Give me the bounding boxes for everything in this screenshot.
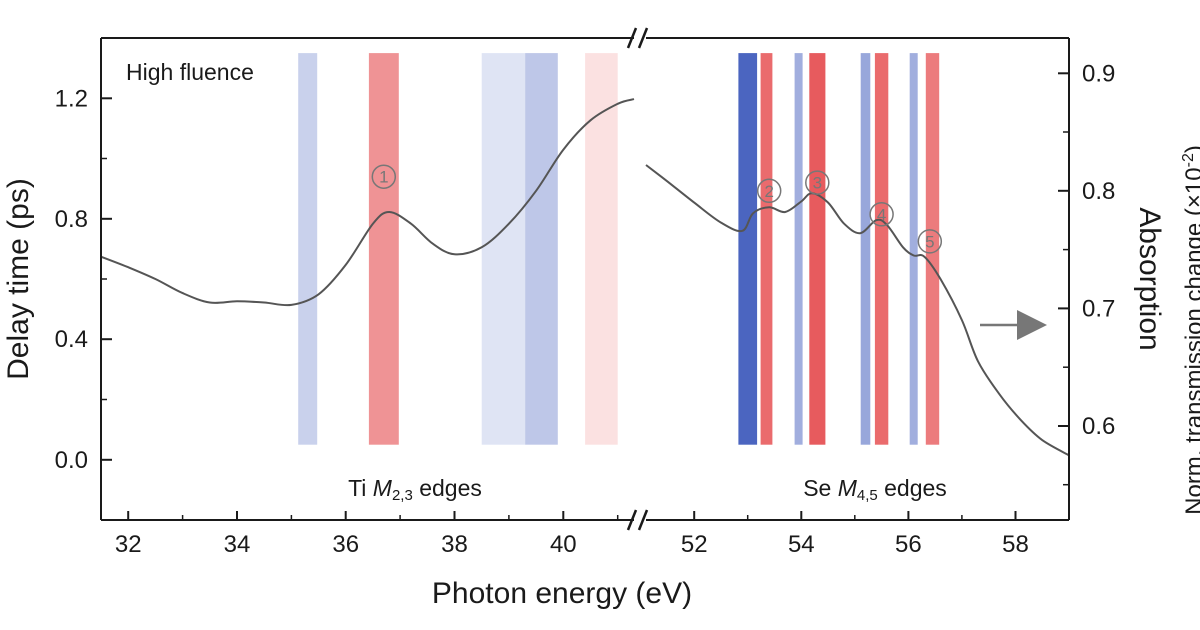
negative-stripe-ti-2	[481, 53, 526, 445]
negative-stripe-ti-0	[298, 53, 318, 445]
positive-stripe-se-3	[809, 53, 826, 445]
x-tick-label-52: 52	[681, 531, 708, 558]
peak-marker-label-3: 3	[813, 174, 822, 193]
peak-marker-2	[756, 178, 782, 204]
peak-marker-1	[371, 164, 397, 189]
axes-frame	[100, 37, 1070, 521]
y-axis-title: Delay time (ps)	[2, 178, 35, 380]
negative-stripe-se-4	[860, 53, 871, 445]
positive-stripe-se-7	[925, 53, 940, 445]
peak-marker-4	[869, 202, 894, 227]
negative-stripe-se-2	[794, 53, 803, 445]
se-absorption-curve	[645, 164, 1070, 457]
ti-absorption-curve	[100, 98, 635, 307]
peak-markers: 1 2 3 4 5	[371, 164, 943, 254]
axis-ticks: 32 34 36 38 40 52 54 56 580.00.40.81.20.60.70.80…	[55, 60, 1116, 558]
peak-marker-3	[805, 170, 830, 195]
panel-label: High fluence	[126, 59, 254, 85]
x-axis-title: Photon energy (eV)	[432, 577, 692, 610]
positive-stripe-ti-1	[368, 53, 399, 445]
y2-tick-label-0.6: 0.6	[1082, 413, 1115, 440]
x-tick-label-32: 32	[115, 531, 142, 558]
y-tick-label-0.8: 0.8	[55, 206, 88, 233]
ti-heatmap-stripes	[298, 53, 618, 445]
y-tick-label-0.0: 0.0	[55, 447, 88, 474]
positive-stripe-se-1	[760, 53, 773, 445]
se-edge-label: Se M4,5 edges	[803, 475, 947, 504]
x-tick-label-36: 36	[332, 531, 359, 558]
y2-tick-label-0.9: 0.9	[1082, 60, 1115, 87]
x-tick-label-54: 54	[788, 531, 815, 558]
x-tick-label-34: 34	[224, 531, 251, 558]
negative-stripe-se-0	[738, 53, 758, 445]
peak-marker-label-1: 1	[379, 168, 388, 187]
x-tick-label-40: 40	[550, 531, 577, 558]
negative-stripe-se-6	[909, 53, 918, 445]
peak-marker-label-5: 5	[925, 232, 934, 251]
axis-break-marks	[626, 27, 649, 531]
peak-marker-label-2: 2	[764, 182, 773, 201]
x-tick-label-38: 38	[441, 531, 468, 558]
se-heatmap-stripes	[738, 53, 940, 445]
ti-edge-label: Ti M2,3 edges	[348, 475, 482, 504]
x-tick-label-58: 58	[1002, 531, 1029, 558]
x-tick-label-56: 56	[895, 531, 922, 558]
y2-tick-label-0.8: 0.8	[1082, 178, 1115, 205]
negative-stripe-ti-3	[525, 53, 558, 445]
peak-marker-label-4: 4	[877, 205, 886, 224]
y-tick-label-1.2: 1.2	[55, 85, 88, 112]
positive-stripe-se-5	[874, 53, 889, 445]
colorbar-title: Norm. transmission change (×10-2)	[1180, 145, 1200, 515]
peak-marker-5	[917, 229, 943, 254]
positive-stripe-ti-4	[585, 53, 618, 445]
y-tick-label-0.4: 0.4	[55, 326, 88, 353]
y2-axis-title: Absorption	[1133, 207, 1166, 350]
y2-tick-label-0.7: 0.7	[1082, 295, 1115, 322]
